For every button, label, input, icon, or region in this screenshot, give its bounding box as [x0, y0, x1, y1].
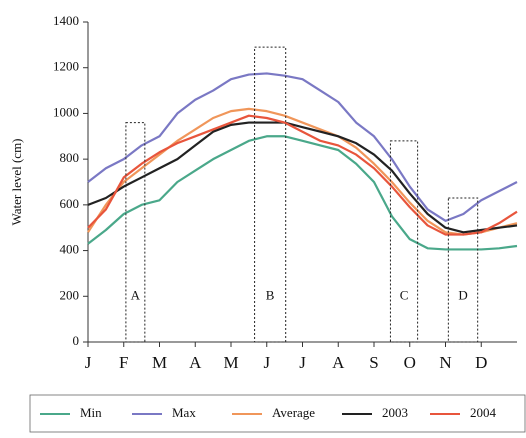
x-tick-label: M [223, 353, 238, 372]
annotation-label: C [400, 287, 409, 302]
series-line [87, 135, 518, 251]
legend-label: 2003 [382, 405, 408, 420]
legend-label: Min [80, 405, 102, 420]
x-tick-label: N [439, 353, 451, 372]
y-tick-label: 1000 [53, 104, 79, 119]
legend-box [29, 394, 526, 433]
x-tick-label: D [475, 353, 487, 372]
legend-label: Max [172, 405, 196, 420]
x-tick-label: F [119, 353, 128, 372]
series-line [87, 121, 518, 234]
x-tick-label: A [189, 353, 202, 372]
series-line [87, 72, 518, 222]
legend-label: 2004 [470, 405, 497, 420]
annotation-box [389, 140, 419, 343]
x-tick-label: J [263, 353, 270, 372]
x-tick-label: M [152, 353, 167, 372]
annotation-box [254, 46, 287, 343]
y-tick-label: 200 [60, 287, 80, 302]
y-tick-label: 600 [60, 196, 80, 211]
annotation-label: B [266, 287, 275, 302]
x-tick-label: O [404, 353, 416, 372]
legend-label: Average [272, 405, 315, 420]
series-line [87, 107, 518, 236]
x-tick-label: J [85, 353, 92, 372]
x-tick-label: J [299, 353, 306, 372]
annotation-label: A [131, 287, 141, 302]
y-tick-label: 400 [60, 242, 80, 257]
y-tick-label: 800 [60, 150, 80, 165]
y-axis-label: Water level (cm) [9, 138, 24, 225]
annotation-box [447, 197, 479, 343]
x-tick-label: S [369, 353, 378, 372]
annotation-label: D [458, 287, 467, 302]
x-tick-label: A [332, 353, 345, 372]
annotation-box [125, 122, 146, 343]
y-tick-label: 1400 [53, 13, 79, 28]
y-tick-label: 1200 [53, 59, 79, 74]
series-line [87, 114, 518, 236]
y-tick-label: 0 [73, 333, 80, 348]
